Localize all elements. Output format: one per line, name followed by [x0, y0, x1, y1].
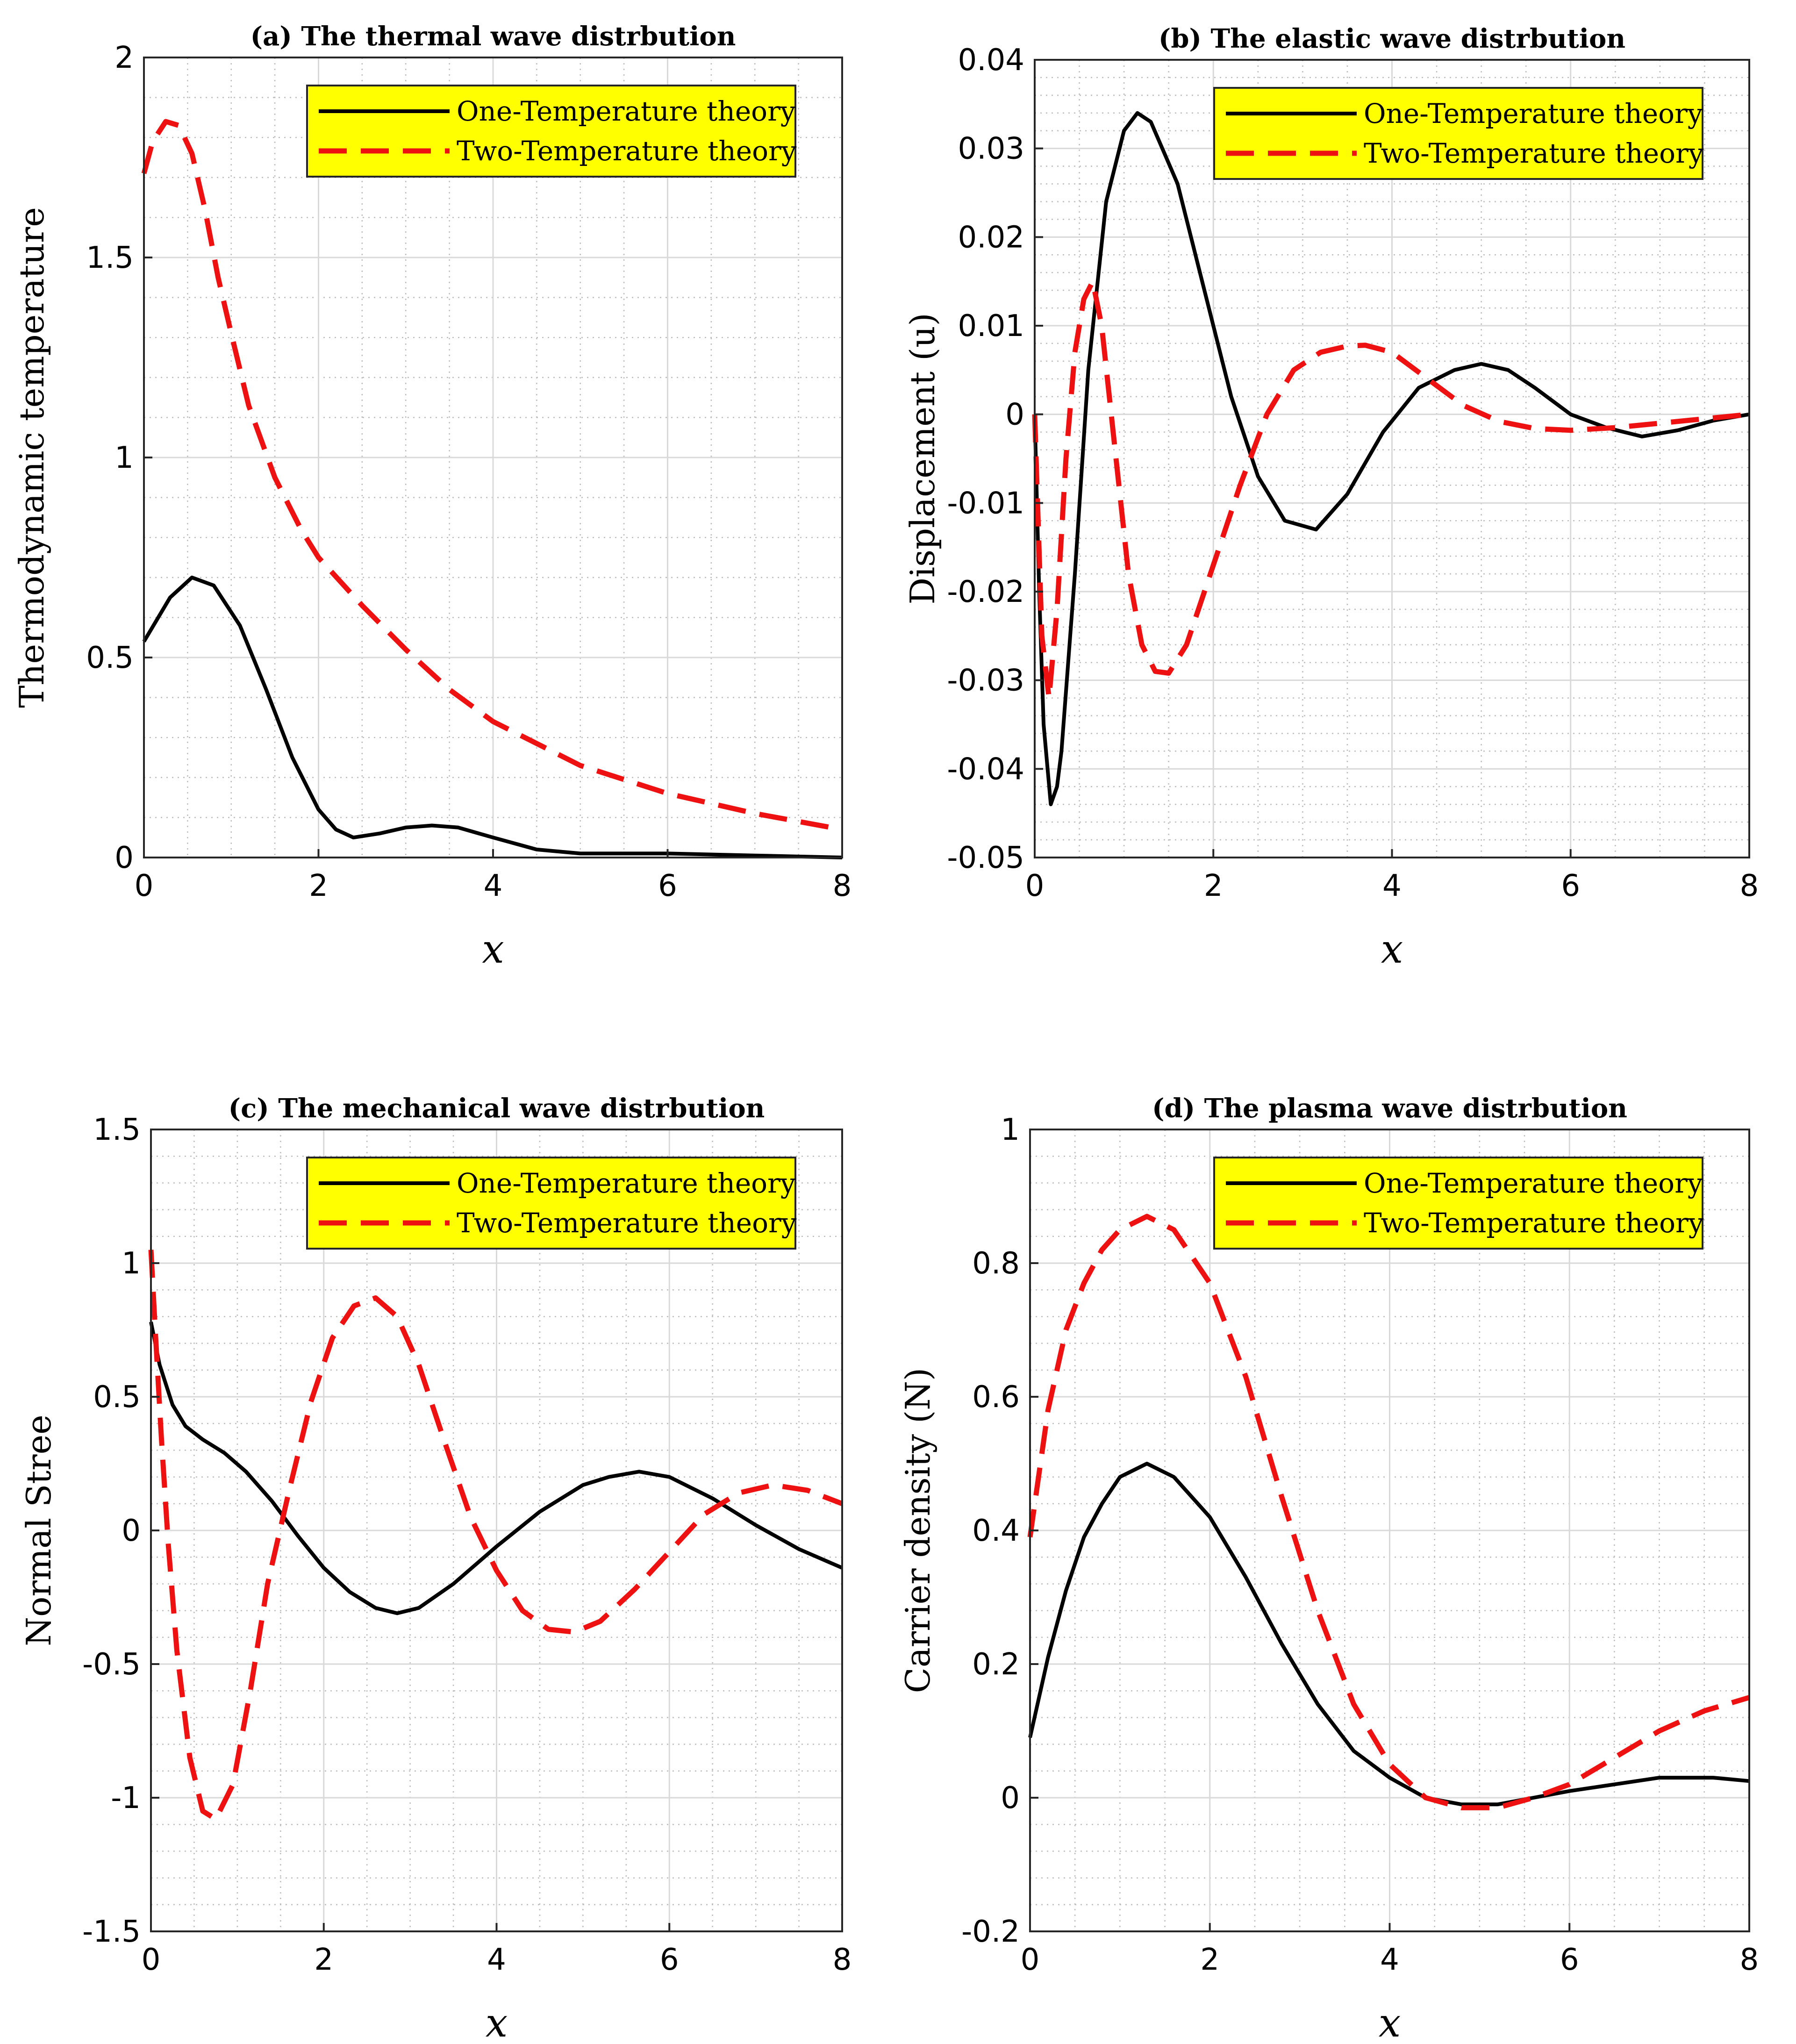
y-axis-label: Thermodynamic temperature: [12, 207, 51, 708]
y-tick-label: 1.5: [93, 1113, 141, 1147]
x-tick-label: 2: [314, 1943, 333, 1977]
x-axis-label: x: [482, 926, 504, 972]
y-tick-label: 1: [114, 441, 134, 475]
x-axis-label: x: [486, 2000, 508, 2044]
x-tick-label: 4: [487, 1943, 506, 1977]
y-tick-label: 0.5: [93, 1380, 141, 1415]
y-tick-label: 0.03: [958, 132, 1025, 166]
y-tick-label: -0.5: [82, 1647, 141, 1682]
legend-label-one-temperature: One-Temperature theory: [1364, 98, 1703, 129]
x-tick-label: 2: [1200, 1943, 1219, 1977]
x-tick-label: 4: [1382, 869, 1402, 903]
chart-panel-c: 0 2 4 6 8 -1.5 -1 -0.5 0 0.5 1 1.5 (c) The mechanica…: [19, 1093, 851, 2044]
x-tick-label: 2: [309, 869, 328, 903]
legend-box: [1213, 87, 1703, 180]
legend-label-two-temperature: Two-Temperature theory: [457, 1207, 797, 1239]
y-tick-label: 1.5: [86, 241, 134, 275]
x-tick-label: 0: [135, 869, 154, 903]
y-axis-label: Carrier density (N): [898, 1368, 937, 1694]
series-line-two-temperature: [1027, 1214, 1750, 1810]
legend-label-one-temperature: One-Temperature theory: [457, 1167, 796, 1199]
legend-label-one-temperature: One-Temperature theory: [1364, 1167, 1703, 1199]
y-tick-label: -0.03: [947, 664, 1024, 698]
y-tick-label: -0.2: [961, 1915, 1020, 1949]
legend: One-Temperature theory Two-Temperature th…: [1213, 1157, 1704, 1250]
y-tick-label: -0.05: [947, 841, 1024, 875]
legend: One-Temperature theory Two-Temperature th…: [306, 85, 797, 178]
y-tick-label: 0.4: [972, 1514, 1020, 1548]
chart-panel-b: 0 2 4 6 8 -0.05 -0.04 -0.03 -0.02 -0.01 0 0.01 0.02 0…: [903, 23, 1759, 972]
y-tick-label: -1.5: [82, 1915, 141, 1949]
chart-title: (b) The elastic wave distrbution: [1159, 23, 1625, 54]
legend: One-Temperature theory Two-Temperature th…: [306, 1157, 797, 1250]
y-tick-label: 0.02: [958, 220, 1025, 255]
x-tick-label: 8: [833, 1943, 852, 1977]
x-tick-label: 6: [658, 869, 677, 903]
y-tick-label: 0: [1001, 1781, 1020, 1815]
chart-title: (d) The plasma wave distrbution: [1152, 1093, 1627, 1124]
y-tick-label: 0.01: [958, 309, 1025, 343]
y-tick-label: 0.2: [972, 1647, 1020, 1682]
legend-box: [306, 1157, 796, 1250]
series-line-one-temperature: [1033, 111, 1750, 807]
series-line-one-temperature: [149, 1322, 843, 1615]
y-tick-label: -1: [111, 1781, 141, 1815]
x-tick-label: 6: [1561, 869, 1580, 903]
legend-label-two-temperature: Two-Temperature theory: [1364, 137, 1704, 169]
y-tick-label: 0: [122, 1514, 141, 1548]
x-tick-label: 2: [1204, 869, 1223, 903]
x-tick-label: 0: [142, 1943, 161, 1977]
x-axis-label: x: [1381, 926, 1403, 972]
x-tick-label: 6: [1560, 1943, 1579, 1977]
chart-title: (a) The thermal wave distrbution: [250, 21, 736, 52]
chart-panel-a: 0 2 4 6 8 0 0.5 1 1.5 2 (a) The thermal wave distr…: [12, 21, 851, 972]
y-tick-label: 1: [122, 1246, 141, 1281]
x-tick-label: 0: [1021, 1943, 1040, 1977]
legend-box: [306, 85, 796, 178]
legend-label-one-temperature: One-Temperature theory: [457, 95, 796, 127]
y-tick-label: -0.04: [947, 752, 1024, 786]
y-tick-label: 0: [114, 841, 134, 875]
y-axis-label: Normal Stree: [19, 1415, 58, 1646]
x-tick-label: 8: [1740, 869, 1759, 903]
series-line-two-temperature: [1032, 279, 1750, 701]
y-axis-label: Displacement (u): [903, 313, 942, 604]
y-tick-label: 2: [114, 41, 134, 75]
y-tick-label: 0.04: [958, 43, 1025, 78]
x-axis-label: x: [1379, 2000, 1401, 2044]
y-tick-label: -0.01: [947, 486, 1024, 521]
x-tick-label: 4: [1380, 1943, 1399, 1977]
x-tick-label: 6: [660, 1943, 679, 1977]
chart-title: (c) The mechanical wave distrbution: [229, 1093, 765, 1124]
x-tick-label: 8: [1740, 1943, 1759, 1977]
y-tick-label: 0.5: [86, 641, 134, 675]
legend: One-Temperature theory Two-Temperature th…: [1213, 87, 1704, 180]
series-line-two-temperature: [148, 1250, 843, 1822]
x-tick-label: 8: [833, 869, 852, 903]
series-line-one-temperature: [142, 575, 843, 859]
y-tick-label: 0.6: [972, 1380, 1020, 1415]
x-tick-label: 4: [484, 869, 503, 903]
legend-label-two-temperature: Two-Temperature theory: [457, 135, 797, 167]
y-tick-label: 1: [1001, 1113, 1020, 1147]
legend-box: [1213, 1157, 1703, 1250]
y-tick-label: 0: [1005, 398, 1024, 432]
y-tick-label: -0.02: [947, 575, 1024, 609]
chart-panel-d: 0 2 4 6 8-0.200.20.40.60.81(d) The plasma wa…: [898, 1093, 1759, 2044]
y-tick-label: 0.8: [972, 1246, 1020, 1281]
x-tick-label: 0: [1025, 869, 1045, 903]
legend-label-two-temperature: Two-Temperature theory: [1364, 1207, 1704, 1239]
series-line-one-temperature: [1028, 1462, 1750, 1807]
series-line-two-temperature: [141, 119, 843, 832]
